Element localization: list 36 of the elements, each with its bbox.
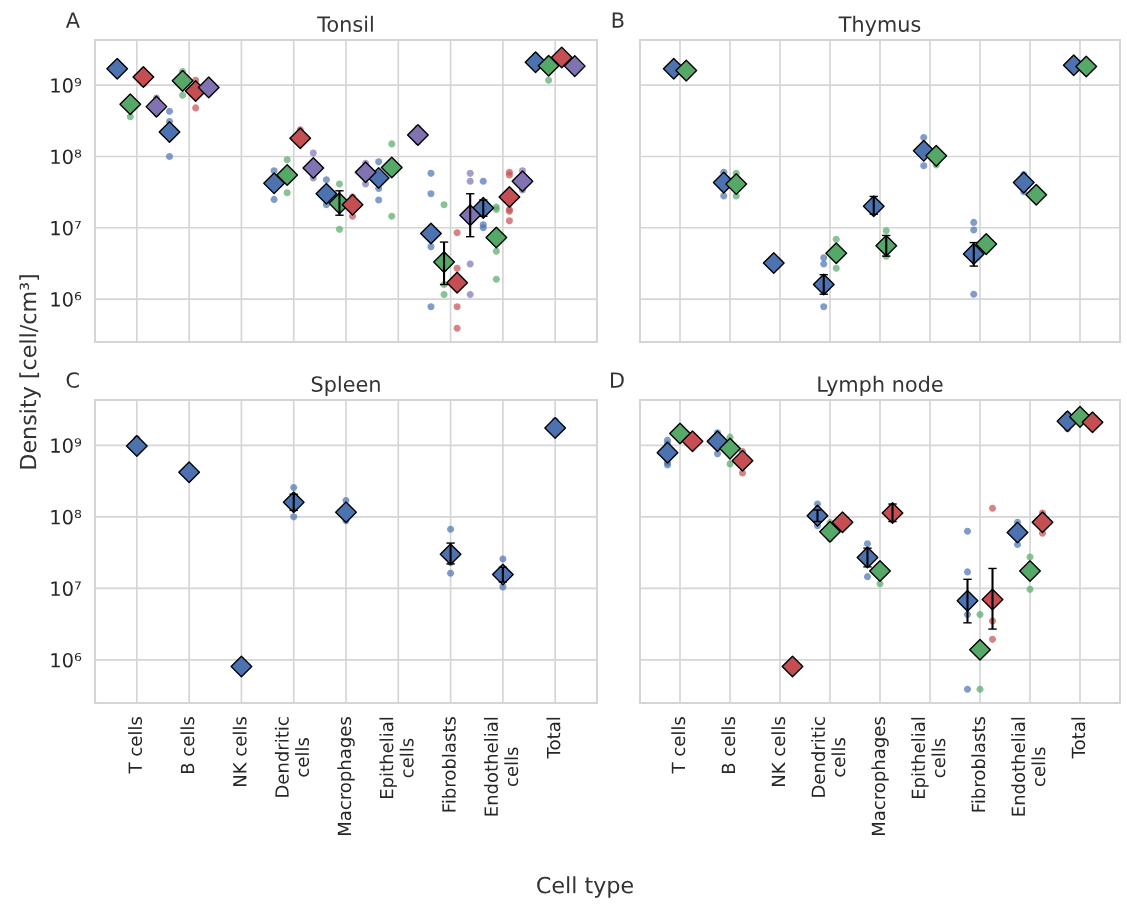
x-tick-label: Endothelial cells (1011, 717, 1046, 816)
y-tick-label: 10⁹ (51, 78, 82, 93)
chart-title: Thymus (838, 15, 921, 36)
x-tick-label: T cells (671, 717, 686, 774)
x-tick-label: Total (1071, 717, 1086, 759)
x-tick-label: Dendritic cells (274, 717, 310, 797)
y-tick-label: 10⁹ (51, 438, 82, 453)
x-tick-label: T cells (128, 717, 143, 774)
text: D (611, 372, 624, 388)
chart-title: Lymph node (818, 375, 943, 396)
y-tick-label: 10⁸ (51, 509, 82, 525)
text: B (612, 12, 624, 28)
x-axis-title: Cell type (537, 876, 633, 898)
text: C (66, 372, 79, 388)
text: A (65, 12, 80, 28)
x-tick-label: Dendritic cells (811, 717, 846, 797)
y-tick-label: 10⁷ (51, 220, 81, 236)
y-tick-label: 10⁷ (51, 581, 81, 597)
x-tick-label: Endothelial cells (484, 717, 519, 816)
y-axis-title: Density [cell/cm³] (19, 275, 41, 469)
x-tick-label: B cells (180, 717, 195, 774)
chart-title: Tonsil (317, 15, 373, 32)
x-tick-label: Total (546, 717, 561, 759)
x-tick-label: Macrophages (337, 717, 355, 836)
x-tick-label: NK cells (771, 717, 786, 786)
chart-title: Spleen (311, 375, 380, 396)
x-tick-label: Epithelial cells (911, 717, 946, 799)
x-tick-label: NK cells (232, 717, 247, 786)
x-tick-label: Epithelial cells (379, 717, 414, 799)
y-tick-label: 10⁶ (51, 652, 82, 668)
x-tick-label: Fibroblasts (441, 717, 456, 812)
x-tick-label: Macrophages (871, 717, 889, 836)
y-tick-label: 10⁶ (51, 292, 82, 307)
x-tick-label: Fibroblasts (971, 717, 986, 812)
x-tick-label: B cells (721, 717, 736, 774)
y-tick-label: 10⁸ (51, 149, 82, 165)
